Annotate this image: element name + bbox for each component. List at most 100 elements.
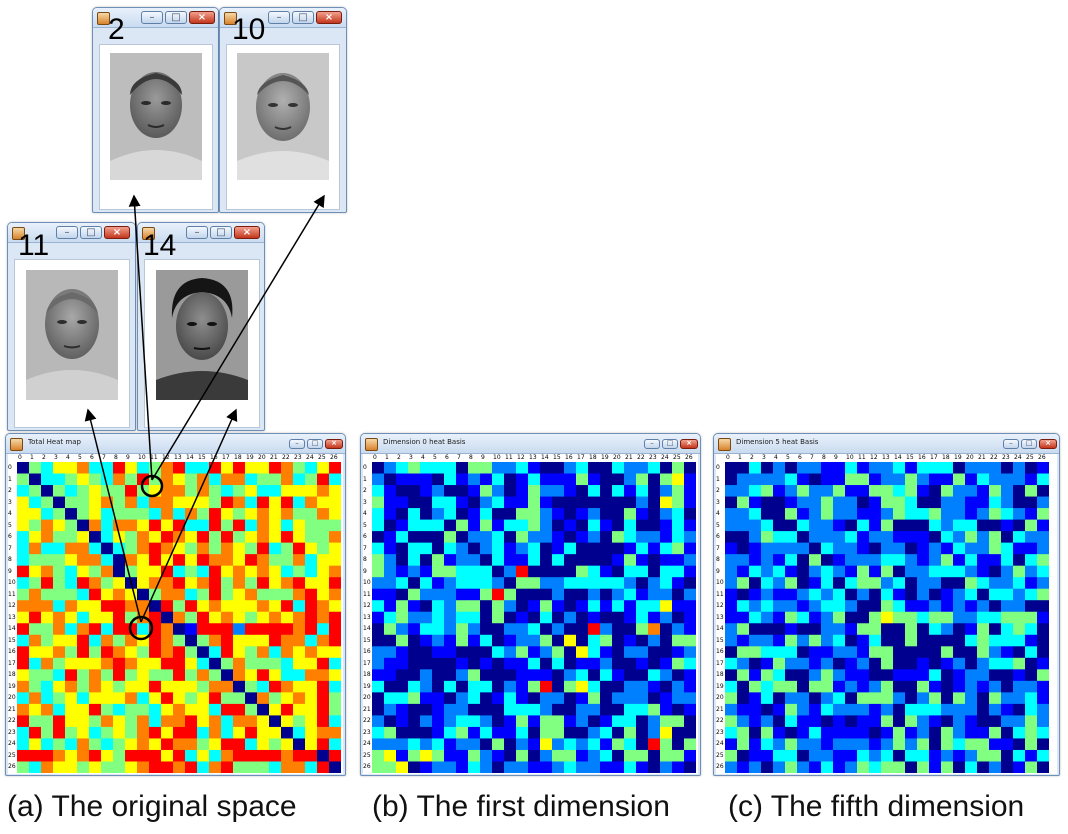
maximize-button[interactable]: □ [165, 11, 187, 24]
heatmap-cell [432, 519, 445, 532]
heatmap-cell [372, 577, 385, 590]
heatmap-cell [420, 715, 433, 728]
heatmap-cell [660, 761, 673, 773]
heatmap-cell [221, 531, 234, 544]
heatmap-cell [372, 749, 385, 762]
face-window-14[interactable]: – □ × 14 [137, 222, 265, 431]
close-button[interactable]: × [316, 11, 342, 24]
title-bar[interactable]: – □ × [8, 223, 135, 243]
heatmap-cell [684, 692, 696, 705]
heatmap-cell [857, 726, 870, 739]
heatmap-cell [29, 646, 42, 659]
heatmap-cell [41, 715, 54, 728]
minimize-button[interactable]: – [1003, 439, 1019, 449]
heatmap-cell [821, 508, 834, 520]
heatmap-grid[interactable] [725, 462, 1049, 773]
heatmap-cell [648, 565, 661, 578]
close-button[interactable]: × [189, 11, 215, 24]
heatmap-cell [1001, 680, 1014, 693]
heatmap-cell [221, 485, 234, 497]
face-window-10[interactable]: – □ × 10 [219, 7, 347, 213]
heatmap-cell [149, 623, 162, 636]
minimize-button[interactable]: – [644, 439, 660, 449]
heatmap-cell [588, 680, 601, 693]
heatmap-cell [773, 531, 786, 544]
heatmap-cell [197, 726, 210, 739]
title-bar[interactable]: – □ × [220, 8, 346, 28]
minimize-button[interactable]: – [141, 11, 163, 24]
heatmap-cell [185, 485, 198, 497]
heatmap-cell [125, 496, 138, 509]
close-button[interactable]: × [680, 439, 698, 449]
heatmap-cell [65, 761, 78, 773]
maximize-button[interactable]: □ [292, 11, 314, 24]
heatmap-cell [785, 761, 798, 773]
heatmap-cell [893, 715, 906, 728]
title-bar[interactable]: Total Heat map – □ × [6, 434, 345, 454]
heatmap-cell [576, 623, 589, 636]
close-button[interactable]: × [325, 439, 343, 449]
heatmap-cell [893, 565, 906, 578]
close-button[interactable]: × [104, 226, 130, 239]
heatmap-cell [1037, 692, 1049, 705]
heatmap-cell [737, 485, 750, 497]
heatmap-cell [905, 600, 918, 613]
heatmap-cell [173, 565, 186, 578]
heatmap-cell [684, 703, 696, 716]
heatmap-cell [468, 692, 481, 705]
heatmap-cell [672, 462, 685, 474]
minimize-button[interactable]: – [186, 226, 208, 239]
heatmap-cell [881, 738, 894, 751]
heatmap-cell [293, 657, 306, 670]
heatmap-cell [384, 473, 397, 486]
heatmap-grid[interactable] [17, 462, 341, 773]
heatmap-cell [89, 726, 102, 739]
heatmap-grid[interactable] [372, 462, 696, 773]
heatmap-cell [636, 611, 649, 624]
heatmap-cell [197, 749, 210, 762]
heatmap-cell [672, 692, 685, 705]
minimize-button[interactable]: – [56, 226, 78, 239]
close-button[interactable]: × [234, 226, 260, 239]
title-bar[interactable]: – □ × [93, 8, 218, 28]
column-tick-label: 20 [258, 454, 266, 461]
maximize-button[interactable]: □ [662, 439, 678, 449]
column-tick-label: 8 [469, 454, 473, 461]
heatmap-cell [137, 749, 150, 762]
title-bar[interactable]: Dimension 5 heat Basis – □ × [714, 434, 1059, 454]
maximize-button[interactable]: □ [1021, 439, 1037, 449]
face-window-2[interactable]: – □ × 2 [92, 7, 219, 213]
heatmap-cell [281, 738, 294, 751]
heatmap-window-total[interactable]: Total Heat map – □ × 0 1 2 3 4 5 6 7 8 9 10 11 12 13 1… [5, 433, 346, 776]
heatmap-cell [660, 703, 673, 716]
heatmap-cell [185, 623, 198, 636]
minimize-button[interactable]: – [268, 11, 290, 24]
heatmap-cell [492, 703, 505, 716]
close-button[interactable]: × [1039, 439, 1057, 449]
heatmap-cell [317, 738, 330, 751]
title-bar[interactable]: Dimension 0 heat Basis – □ × [361, 434, 700, 454]
heatmap-cell [600, 542, 613, 555]
heatmap-cell [245, 496, 258, 509]
heatmap-cell [233, 623, 246, 636]
maximize-button[interactable]: □ [307, 439, 323, 449]
heatmap-cell [444, 761, 457, 773]
heatmap-cell [917, 749, 930, 762]
heatmap-cell [624, 611, 637, 624]
maximize-button[interactable]: □ [210, 226, 232, 239]
heatmap-cell [797, 657, 810, 670]
heatmap-cell [101, 761, 114, 773]
heatmap-cell [329, 542, 341, 555]
heatmap-cell [600, 692, 613, 705]
heatmap-cell [636, 519, 649, 532]
heatmap-cell [29, 703, 42, 716]
maximize-button[interactable]: □ [80, 226, 102, 239]
heatmap-cell [245, 542, 258, 555]
heatmap-cell [725, 600, 738, 613]
minimize-button[interactable]: – [289, 439, 305, 449]
heatmap-cell [41, 738, 54, 751]
face-window-11[interactable]: – □ × 11 [7, 222, 136, 431]
heatmap-cell [725, 508, 738, 520]
